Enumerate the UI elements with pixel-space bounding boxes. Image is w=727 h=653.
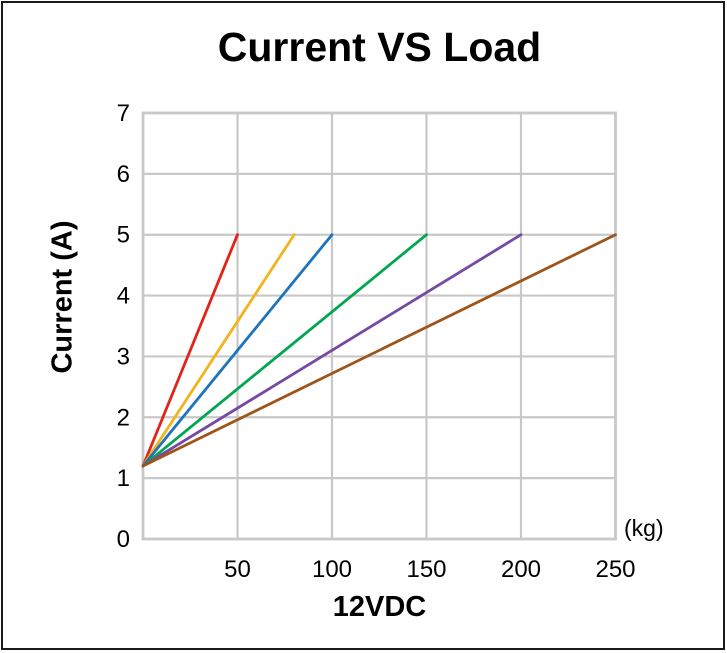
y-tick-label: 5 [117,222,130,249]
brown-line [141,233,617,468]
x-tick-label: 200 [501,556,541,583]
red-line [141,233,239,468]
y-tick-label: 0 [117,526,130,553]
y-tick-label: 4 [117,283,130,310]
yellow-line [141,233,296,468]
y-tick-label: 2 [117,404,130,431]
y-tick-label: 6 [117,161,130,188]
y-tick-label: 1 [117,465,130,492]
blue-line [141,233,334,468]
y-tick-label: 7 [117,100,130,127]
x-tick-label: 50 [224,556,251,583]
chart-title: Current VS Load [217,24,542,70]
purple-line [141,233,523,468]
y-tick-label: 3 [117,343,130,370]
x-tick-label: 250 [595,556,635,583]
x-unit-label: (kg) [624,515,664,541]
x-tick-label: 150 [406,556,446,583]
green-line [141,233,428,468]
plot-border [141,111,617,541]
x-axis-title: 12VDC [332,591,427,623]
x-tick-label: 100 [312,556,352,583]
